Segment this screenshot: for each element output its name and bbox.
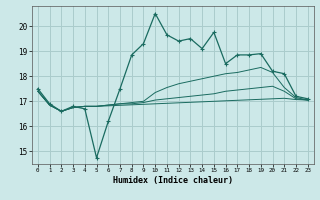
X-axis label: Humidex (Indice chaleur): Humidex (Indice chaleur) xyxy=(113,176,233,185)
